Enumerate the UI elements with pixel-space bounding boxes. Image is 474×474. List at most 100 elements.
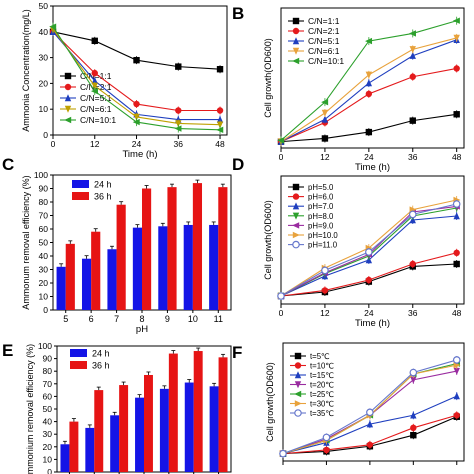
data-point (453, 249, 460, 256)
x-tick-label: 0 (51, 139, 56, 149)
y-axis-label: Cell growth(OD600) (263, 200, 273, 280)
data-point (175, 107, 182, 114)
legend-label: C/N=10:1 (308, 56, 344, 66)
data-point (216, 126, 224, 134)
data-point (453, 361, 461, 369)
bar (65, 243, 75, 310)
plot-frame (280, 7, 465, 149)
y-tick-label: 90 (39, 184, 49, 194)
data-point (91, 77, 98, 85)
data-point (365, 37, 373, 45)
x-tick-label: 5 (63, 314, 68, 324)
legend-label: t=35℃ (310, 409, 334, 418)
data-point (365, 128, 373, 136)
panel-label-e: E (2, 341, 13, 360)
x-tick-label: 0 (279, 152, 284, 162)
data-point (321, 98, 329, 106)
data-point (321, 287, 329, 294)
bar (168, 353, 178, 472)
data-point (452, 200, 461, 208)
y-tick-label: 50 (39, 238, 49, 248)
data-point (277, 137, 285, 144)
legend-label: pH=7.0 (308, 202, 334, 211)
x-tick-label: 48 (215, 139, 225, 149)
x-axis-label: pH (136, 324, 148, 335)
y-tick-label: 30 (39, 53, 49, 63)
x-axis-label: Time (h) (355, 162, 390, 173)
legend-label: t=10℃ (310, 362, 334, 371)
legend-marker (294, 390, 302, 398)
legend-label: 36 h (92, 361, 110, 371)
legend-swatch (72, 192, 89, 200)
legend-marker (64, 83, 72, 91)
x-tick-label: 10 (188, 314, 198, 324)
legend-marker (294, 352, 302, 360)
data-point (279, 449, 287, 458)
data-point (175, 120, 182, 128)
y-tick-label: 0 (47, 467, 52, 474)
y-tick-label: 20 (39, 278, 49, 288)
data-point (174, 125, 182, 132)
y-axis-label: Ammonum removal efficiency (%) (21, 175, 31, 309)
x-tick-label: 24 (132, 139, 142, 149)
data-point (132, 118, 140, 126)
x-tick-label: 12 (320, 308, 330, 318)
panel-d: Cell growth(OD600) Time (h) 0 12 24 36 48 pH=5.… (263, 175, 465, 329)
data-point (216, 66, 224, 73)
data-point (409, 117, 416, 124)
y-tick-label: 100 (38, 341, 52, 351)
series-4 (49, 22, 224, 134)
legend-label: pH=5.0 (308, 183, 334, 192)
x-tick-label: 12 (90, 139, 100, 149)
panel-label-f: F (232, 343, 242, 362)
y-tick-label: 90 (43, 354, 53, 364)
data-point (452, 17, 460, 24)
panel-f: Cell growth(OD600) t=5℃t=10℃t=15℃t=20℃t=2… (265, 342, 465, 465)
bar (184, 382, 194, 472)
y-tick-label: 50 (43, 404, 53, 414)
data-point (321, 135, 329, 142)
legend-swatch (70, 361, 87, 369)
y-tick-label: 60 (39, 224, 49, 234)
x-tick-label: 11 (214, 314, 223, 324)
data-point (365, 79, 373, 87)
legend-marker (292, 47, 300, 55)
bar (91, 231, 101, 310)
data-point (91, 69, 98, 77)
legend-swatch (70, 349, 87, 357)
y-tick-label: 30 (39, 265, 49, 275)
bar (218, 357, 228, 472)
bar (167, 187, 177, 310)
bar (193, 351, 203, 472)
data-point (453, 260, 460, 268)
x-tick-label: 8 (139, 314, 144, 324)
legend-label: C/N=5:1 (308, 36, 340, 46)
data-point (365, 248, 373, 256)
panel-label-b: B (232, 4, 244, 23)
bar (69, 421, 79, 472)
legend-marker (292, 37, 300, 45)
series-6 (277, 200, 461, 300)
data-point (321, 115, 329, 123)
x-tick-label: 9 (165, 314, 170, 324)
bar (85, 427, 95, 472)
series-0 (49, 27, 224, 74)
data-point (408, 30, 416, 37)
bar (209, 224, 219, 310)
legend-label: C/N=10:1 (80, 115, 116, 125)
y-tick-label: 40 (39, 251, 49, 261)
y-tick-label: 20 (43, 442, 53, 452)
data-point (410, 411, 417, 419)
y-tick-label: 30 (43, 429, 53, 439)
legend-label: t=25℃ (310, 390, 334, 399)
legend-label: C/N=6:1 (308, 46, 340, 56)
data-point (366, 420, 374, 428)
bar (218, 187, 228, 310)
bar (135, 397, 144, 472)
y-tick-label: 50 (39, 1, 49, 11)
panel-a: 0 10 20 30 40 50 Ammonia Concentration(mg/L) Ti… (21, 1, 228, 160)
legend-label: t=30℃ (310, 400, 334, 409)
y-tick-label: 40 (43, 417, 53, 427)
legend-label: pH=6.0 (308, 193, 334, 202)
data-point (409, 51, 416, 59)
